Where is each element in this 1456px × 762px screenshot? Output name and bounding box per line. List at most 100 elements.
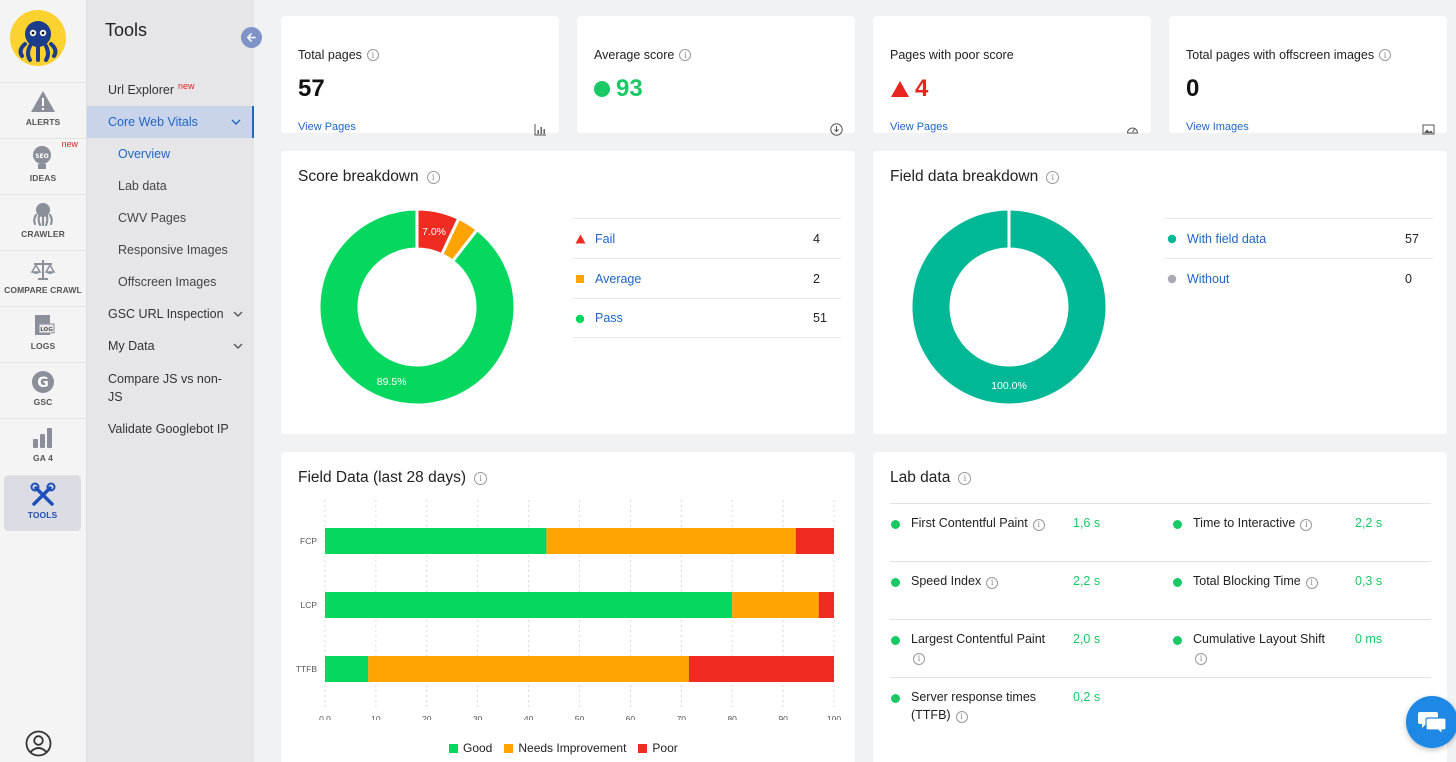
legend-name[interactable]: Pass	[595, 311, 623, 325]
bar-segment-fcp-needs-improvement[interactable]	[546, 528, 796, 554]
user-avatar-icon[interactable]	[25, 730, 52, 757]
legend-count: 2	[813, 271, 820, 286]
menu-offscreen-images[interactable]: Offscreen Images	[87, 266, 254, 298]
image-icon	[1422, 124, 1435, 135]
lab-metric-si: Speed Index i	[911, 572, 999, 590]
legend-row-pass[interactable]: Pass 51	[573, 298, 841, 338]
circle-icon	[575, 314, 585, 324]
info-icon[interactable]: i	[366, 49, 379, 61]
menu-my-data[interactable]: My Data	[87, 330, 254, 362]
card-title-text: Score breakdown	[298, 168, 419, 185]
bar-segment-lcp-poor[interactable]	[818, 592, 834, 618]
legend-row-fail[interactable]: Fail 4	[573, 218, 841, 258]
bar-segment-lcp-good[interactable]	[325, 592, 733, 618]
info-icon[interactable]: i	[1379, 49, 1392, 61]
menu-overview[interactable]: Overview	[87, 138, 254, 170]
collapse-menu-button[interactable]	[241, 27, 262, 48]
legend-name[interactable]: Without	[1187, 271, 1230, 286]
legend-name[interactable]: Fail	[595, 231, 616, 246]
menu-core-web-vitals[interactable]: Core Web Vitals	[87, 106, 254, 138]
field-breakdown-card: Field data breakdown i 100.0% With field …	[873, 151, 1447, 434]
rail-compare-crawl[interactable]: COMPARE CRAWL	[0, 250, 86, 306]
legend-name[interactable]: With field data	[1187, 231, 1267, 246]
rail-ga4[interactable]: GA 4	[0, 418, 86, 474]
x-tick-label: 20	[422, 714, 432, 720]
info-icon[interactable]: i	[986, 577, 999, 589]
legend-row-average[interactable]: Average 2	[573, 258, 841, 298]
chevron-down-icon	[233, 343, 243, 349]
lab-metric-value: 2,2 s	[1355, 516, 1383, 530]
menu-label: CWV Pages	[118, 211, 187, 225]
chat-button[interactable]	[1406, 696, 1456, 748]
stat-card-poor-score: Pages with poor score 4 View Pages	[873, 16, 1151, 134]
download-icon[interactable]	[830, 123, 843, 136]
legend-name[interactable]: Average	[595, 271, 642, 286]
info-icon[interactable]: i	[1032, 519, 1045, 531]
menu-compare-js[interactable]: Compare JS vs non-JS	[87, 366, 254, 406]
rail-tools[interactable]: TOOLS	[4, 475, 81, 531]
x-tick-label: 90	[778, 714, 788, 720]
svg-text:LOG: LOG	[40, 327, 53, 333]
lab-metric-label: Speed Index	[911, 574, 982, 588]
info-icon[interactable]: i	[1046, 170, 1060, 184]
menu-label: Overview	[118, 147, 171, 161]
menu-url-explorer[interactable]: Url Explorer new	[87, 74, 254, 106]
info-icon[interactable]: i	[474, 471, 487, 485]
bar-segment-fcp-good[interactable]	[325, 528, 547, 554]
lab-metric-value: 0,3 s	[1355, 574, 1383, 588]
bar-segment-ttfb-good[interactable]	[325, 656, 369, 682]
divider	[890, 503, 1431, 504]
menu-responsive-images[interactable]: Responsive Images	[87, 234, 254, 266]
rail-label: GSC	[33, 397, 53, 407]
info-icon[interactable]: i	[955, 711, 968, 723]
info-icon[interactable]: i	[1195, 653, 1207, 665]
legend-needs-improvement: Needs Improvement	[518, 741, 627, 755]
lab-metric-label: Time to Interactive	[1193, 516, 1296, 530]
info-icon[interactable]: i	[958, 471, 972, 485]
bar-segment-lcp-needs-improvement[interactable]	[732, 592, 819, 618]
view-images-link[interactable]: View Images	[1186, 121, 1249, 133]
donut-slice-with-field-data[interactable]	[909, 207, 1109, 407]
info-icon[interactable]: i	[679, 49, 692, 61]
menu-gsc-url-inspection[interactable]: GSC URL Inspection	[87, 298, 254, 330]
legend-count: 57	[1405, 231, 1419, 246]
rail-crawler[interactable]: CRAWLER	[0, 194, 86, 250]
menu-cwv-pages[interactable]: CWV Pages	[87, 202, 254, 234]
rail-ideas[interactable]: new SEO IDEAS	[0, 138, 86, 194]
info-icon[interactable]: i	[426, 170, 440, 184]
rail-gsc[interactable]: G GSC	[0, 362, 86, 418]
info-icon[interactable]: i	[913, 653, 925, 665]
info-icon[interactable]: i	[1300, 519, 1313, 531]
app-logo[interactable]	[10, 10, 66, 66]
divider	[890, 561, 1431, 562]
rail-alerts[interactable]: ALERTS	[0, 82, 86, 138]
view-pages-link[interactable]: View Pages	[890, 121, 948, 133]
lab-metric-label: First Contentful Paint	[911, 516, 1028, 530]
menu-lab-data[interactable]: Lab data	[87, 170, 254, 202]
lab-metric-lcp: Largest Contentful Paint i	[911, 630, 1071, 666]
bar-segment-ttfb-poor[interactable]	[688, 656, 834, 682]
donut-slice-pass[interactable]	[317, 207, 517, 407]
divider	[890, 677, 1431, 678]
field-legend-table: With field data 57 Without 0	[1165, 218, 1433, 308]
rail-label: ALERTS	[25, 117, 61, 127]
rail-logs[interactable]: LOG LOGS	[0, 306, 86, 362]
menu-validate-googlebot[interactable]: Validate Googlebot IP	[87, 413, 254, 445]
legend-row-with-field-data[interactable]: With field data 57	[1165, 218, 1433, 258]
legend-row-without[interactable]: Without 0	[1165, 258, 1433, 298]
bar-chart-icon	[33, 428, 52, 448]
stat-value: 0	[1186, 75, 1200, 102]
bar-segment-ttfb-needs-improvement[interactable]	[368, 656, 689, 682]
donut-percent-label: 7.0%	[422, 226, 446, 238]
y-category-label: TTFB	[296, 664, 318, 674]
info-icon[interactable]: i	[1305, 577, 1318, 589]
legend-swatch-needs	[504, 743, 514, 753]
bar-segment-fcp-poor[interactable]	[795, 528, 834, 554]
view-pages-link[interactable]: View Pages	[298, 121, 356, 133]
good-dot-icon	[1173, 578, 1182, 587]
stat-label-text: Total pages with offscreen images	[1186, 48, 1375, 62]
stat-label-text: Average score	[594, 48, 675, 62]
stat-label: Pages with poor score	[890, 48, 1014, 62]
square-icon	[576, 275, 584, 283]
x-tick-label: 30	[473, 714, 483, 720]
